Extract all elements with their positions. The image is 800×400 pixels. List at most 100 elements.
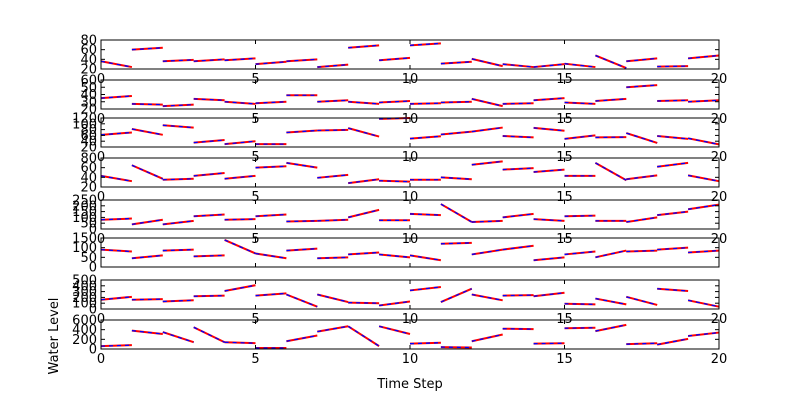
series-segment-dash [131, 103, 163, 106]
series-segment-dash [564, 250, 596, 256]
series-segment-dash [471, 333, 503, 342]
x-tick-label: 10 [402, 190, 419, 205]
series-segment-dash [626, 57, 658, 62]
y-tick-label: 20 [80, 63, 97, 78]
series-segment-dash [255, 213, 287, 217]
series-segment-dash [131, 254, 163, 259]
series-segment-dash [533, 63, 565, 68]
series-segment-dash [471, 126, 503, 133]
series-segment-dash [317, 325, 349, 333]
series-segment-dash [688, 249, 720, 254]
series-segment-dash [162, 299, 194, 303]
series-segment-dash [687, 174, 720, 182]
series-segment-dash [100, 248, 132, 253]
series-segment-dash [626, 296, 658, 306]
y-tick-label: 300 [72, 285, 97, 300]
x-tick-label: 10 [402, 352, 419, 367]
series-segment-dash [379, 300, 411, 307]
y-tick-label: 120 [72, 112, 97, 127]
series-segment-dash [533, 292, 565, 297]
panel-7: 010020030040050005101520 [72, 274, 727, 328]
series-segment-dash [626, 342, 658, 345]
y-tick-label: 400 [72, 279, 97, 294]
series-segment-dash [162, 178, 194, 181]
series-segment-dash [687, 137, 720, 146]
series-segment-dash [502, 135, 534, 139]
series-segment-dash [131, 128, 163, 136]
series-segment-dash [378, 325, 411, 335]
series-segment-dash [409, 286, 441, 292]
series-segment-dash [224, 218, 256, 221]
series-segment-dash [317, 293, 349, 303]
series-segment-dash [564, 63, 596, 68]
series-segment-dash [533, 97, 565, 101]
x-tick-label: 0 [97, 190, 105, 205]
y-tick-label: 100 [72, 117, 97, 132]
series-segment-dash [440, 130, 472, 136]
series-segment-dash [224, 175, 256, 180]
y-tick-label: 60 [80, 161, 97, 176]
series-segment-dash [255, 61, 287, 65]
series-segment-dash [440, 242, 472, 245]
series-segment-dash [255, 101, 287, 104]
series-segment-dash [379, 180, 411, 183]
series-segment-dash [502, 102, 534, 105]
x-tick-label: 0 [97, 352, 105, 367]
series-segment-dash [471, 160, 503, 166]
x-axis-label: Time Step [376, 377, 443, 392]
series-segment-dash [317, 64, 349, 68]
y-tick-label: 0 [89, 223, 97, 238]
series-segment-dash [564, 101, 596, 105]
series-segment-dash [595, 98, 627, 102]
series-segment-dash [317, 129, 349, 132]
series-segment-dash [255, 165, 287, 169]
x-tick-label: 15 [556, 352, 573, 367]
series-segment-dash [193, 254, 225, 258]
series-segment-dash [348, 178, 380, 184]
y-tick-label: 50 [80, 217, 97, 232]
y-tick-label: 80 [80, 34, 97, 49]
series-segment-dash [595, 249, 627, 258]
series-segment-dash [162, 248, 194, 252]
series-segment-dash [533, 218, 565, 222]
y-tick-label: 40 [80, 135, 97, 150]
series-segment-dash [224, 57, 256, 61]
series-segment-dash [348, 251, 380, 256]
series-segment-dash [688, 331, 720, 337]
series-segment-dash [317, 99, 349, 103]
series-segment-dash [255, 252, 287, 259]
series-segment-dash [502, 245, 534, 251]
series-segment-dash [626, 84, 658, 88]
series-segment-dash [688, 54, 720, 60]
series-segment-dash [286, 162, 318, 169]
y-tick-label: 0 [89, 343, 97, 358]
y-tick-label: 40 [80, 53, 97, 68]
series-segment-dash [131, 298, 163, 301]
series-segment-dash [687, 299, 720, 308]
series-segment-dash [471, 220, 503, 223]
series-segment-dash [626, 249, 658, 253]
series-segment-dash [471, 58, 503, 67]
y-axis-label: Water Level [47, 298, 62, 375]
series-segment-dash [224, 239, 256, 255]
y-tick-label: 20 [80, 141, 97, 156]
y-tick-label: 100 [72, 297, 97, 312]
y-tick-label: 200 [72, 333, 97, 348]
series-segment-dash [379, 57, 411, 61]
series-segment-dash [595, 162, 627, 181]
panel-frame [100, 279, 720, 310]
series-segment-dash [409, 254, 442, 261]
series-segment-dash [131, 219, 163, 226]
series-segment-dash [595, 54, 627, 69]
y-tick-label: 50 [80, 251, 97, 266]
y-tick-label: 30 [80, 95, 97, 110]
series-segment-dash [100, 131, 132, 136]
series-segment-dash [502, 294, 534, 297]
series-segment-dash [193, 58, 225, 62]
